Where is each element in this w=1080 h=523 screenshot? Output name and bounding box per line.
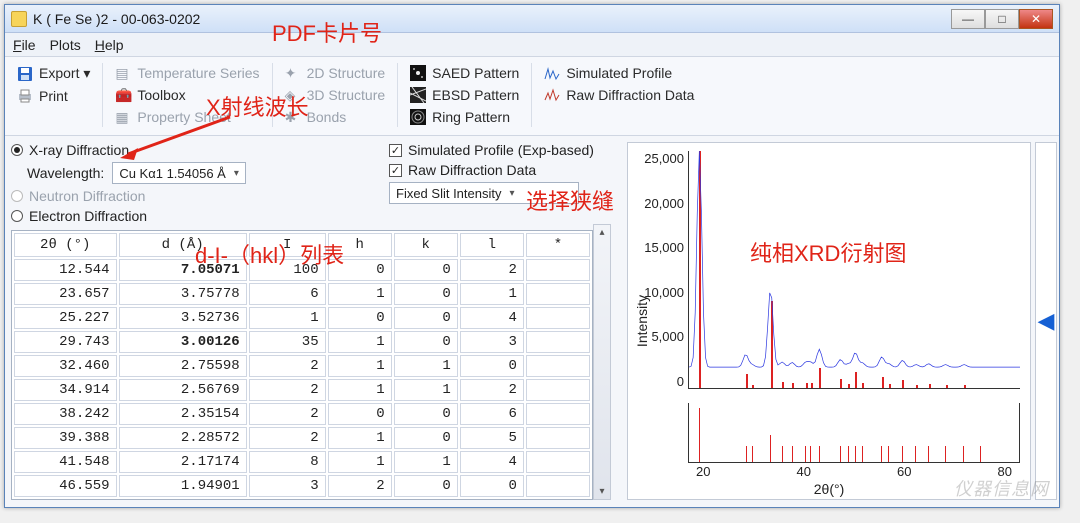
window-buttons: — □ ✕ [951,9,1053,29]
print-button[interactable]: Print [13,86,94,106]
chevron-down-icon: ▾ [510,188,515,199]
col-header: * [526,233,590,257]
toolbox-button[interactable]: 🧰Toolbox [111,85,263,105]
electron-radio[interactable]: Electron Diffraction [11,208,359,224]
col-header: l [460,233,524,257]
minimize-button[interactable]: — [951,9,985,29]
app-icon [11,11,27,27]
window-title: K ( Fe Se )2 - 00-063-0202 [33,11,951,27]
2d-icon: ✦ [285,65,301,81]
xrd-chart: Intensity 25,00020,00015,00010,0005,0000… [627,142,1031,500]
close-button[interactable]: ✕ [1019,9,1053,29]
wavelength-select[interactable]: Cu Kα1 1.54056 Å▾ [112,162,246,184]
saed-icon [410,65,426,81]
temp-series-button[interactable]: ▤Temperature Series [111,63,263,83]
col-header: k [394,233,458,257]
ring-icon [410,109,426,125]
table-row[interactable]: 39.3882.285722105 [14,427,590,449]
arrow-icon [120,112,240,162]
bonds-button[interactable]: ✱Bonds [281,107,390,127]
table-row[interactable]: 41.5482.171748114 [14,451,590,473]
scroll-up-icon[interactable]: ▴ [599,225,604,240]
menu-bar: File Plots Help [5,33,1059,57]
ebsd-button[interactable]: EBSD Pattern [406,85,523,105]
col-header: h [328,233,392,257]
sim-profile-button[interactable]: Simulated Profile [540,63,698,83]
table-row[interactable]: 32.4602.755982110 [14,355,590,377]
mid-options: ✓Simulated Profile (Exp-based) ✓Raw Diff… [389,142,619,224]
chevron-down-icon: ▾ [234,168,239,179]
doc-icon: ▤ [115,65,131,81]
raw-icon [544,87,560,103]
chart-xlabel: 2θ(°) [814,481,845,497]
chart-plot-area [688,151,1020,389]
save-icon [17,66,33,82]
2d-structure-button[interactable]: ✦2D Structure [281,63,390,83]
bonds-icon: ✱ [285,109,301,125]
menu-file[interactable]: File [13,37,36,53]
raw-diff-button[interactable]: Raw Diffraction Data [540,85,698,105]
titlebar: K ( Fe Se )2 - 00-063-0202 — □ ✕ [5,5,1059,33]
3d-structure-button[interactable]: ◈3D Structure [281,85,390,105]
scroll-down-icon[interactable]: ▾ [599,484,604,499]
neutron-radio[interactable]: Neutron Diffraction [11,188,359,204]
col-header: d (Å) [119,233,247,257]
ring-button[interactable]: Ring Pattern [406,107,523,127]
saed-button[interactable]: SAED Pattern [406,63,523,83]
table-row[interactable]: 25.2273.527361004 [14,307,590,329]
table-scrollbar[interactable]: ▴ ▾ [593,224,611,500]
data-table: 2θ (°)d (Å)Ihkl* 12.5447.0507110000223.6… [11,230,593,500]
profile-icon [544,65,560,81]
raw-data-check[interactable]: ✓Raw Diffraction Data [389,162,619,178]
sim-profile-check[interactable]: ✓Simulated Profile (Exp-based) [389,142,619,158]
menu-plots[interactable]: Plots [50,37,81,53]
print-icon [17,88,33,104]
content-area: X-ray Diffraction Wavelength: Cu Kα1 1.5… [5,136,1059,506]
table-row[interactable]: 23.6573.757786101 [14,283,590,305]
chart-pane: Intensity 25,00020,00015,00010,0005,0000… [627,142,1057,500]
watermark: 仪器信息网 [954,475,1049,501]
data-table-wrap: 2θ (°)d (Å)Ihkl* 12.5447.0507110000223.6… [11,224,619,500]
table-row[interactable]: 29.7433.0012635103 [14,331,590,353]
toolbox-icon: 🧰 [115,87,131,103]
table-row[interactable]: 38.2422.351542006 [14,403,590,425]
table-row[interactable]: 12.5447.05071100002 [14,259,590,281]
chart-yticks: 25,00020,00015,00010,0005,0000 [638,151,684,389]
col-header: 2θ (°) [14,233,117,257]
3d-icon: ◈ [285,87,301,103]
ebsd-icon [410,87,426,103]
slit-select[interactable]: Fixed Slit Intensity▾ [389,182,579,204]
chart-tick-strip [688,403,1020,463]
wavelength-label: Wavelength: [27,165,104,181]
menu-help[interactable]: Help [95,37,124,53]
table-row[interactable]: 46.5591.949013200 [14,475,590,497]
side-expand-tab[interactable]: ◀ [1035,142,1057,500]
app-window: K ( Fe Se )2 - 00-063-0202 — □ ✕ File Pl… [4,4,1060,508]
table-row[interactable]: 34.9142.567692112 [14,379,590,401]
col-header: I [249,233,326,257]
export-button[interactable]: Export ▾ [13,63,94,84]
maximize-button[interactable]: □ [985,9,1019,29]
